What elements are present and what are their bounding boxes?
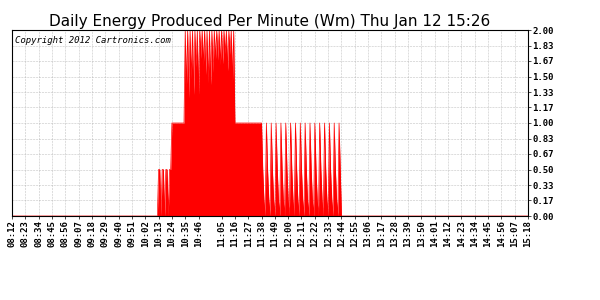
Title: Daily Energy Produced Per Minute (Wm) Thu Jan 12 15:26: Daily Energy Produced Per Minute (Wm) Th… [49,14,491,29]
Text: Copyright 2012 Cartronics.com: Copyright 2012 Cartronics.com [14,36,170,45]
